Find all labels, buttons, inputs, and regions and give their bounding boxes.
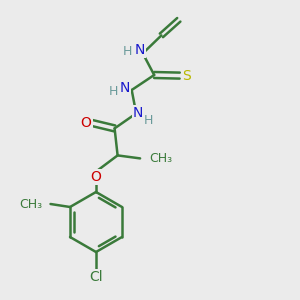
Text: H: H bbox=[109, 85, 118, 98]
Text: S: S bbox=[182, 69, 191, 82]
Text: H: H bbox=[144, 113, 154, 127]
Text: Cl: Cl bbox=[89, 270, 103, 283]
Text: CH₃: CH₃ bbox=[150, 152, 173, 165]
Text: CH₃: CH₃ bbox=[19, 197, 42, 211]
Text: O: O bbox=[81, 116, 92, 130]
Text: N: N bbox=[135, 44, 145, 57]
Text: N: N bbox=[133, 106, 143, 120]
Text: O: O bbox=[91, 170, 101, 184]
Text: N: N bbox=[120, 82, 130, 95]
Text: H: H bbox=[122, 45, 132, 58]
